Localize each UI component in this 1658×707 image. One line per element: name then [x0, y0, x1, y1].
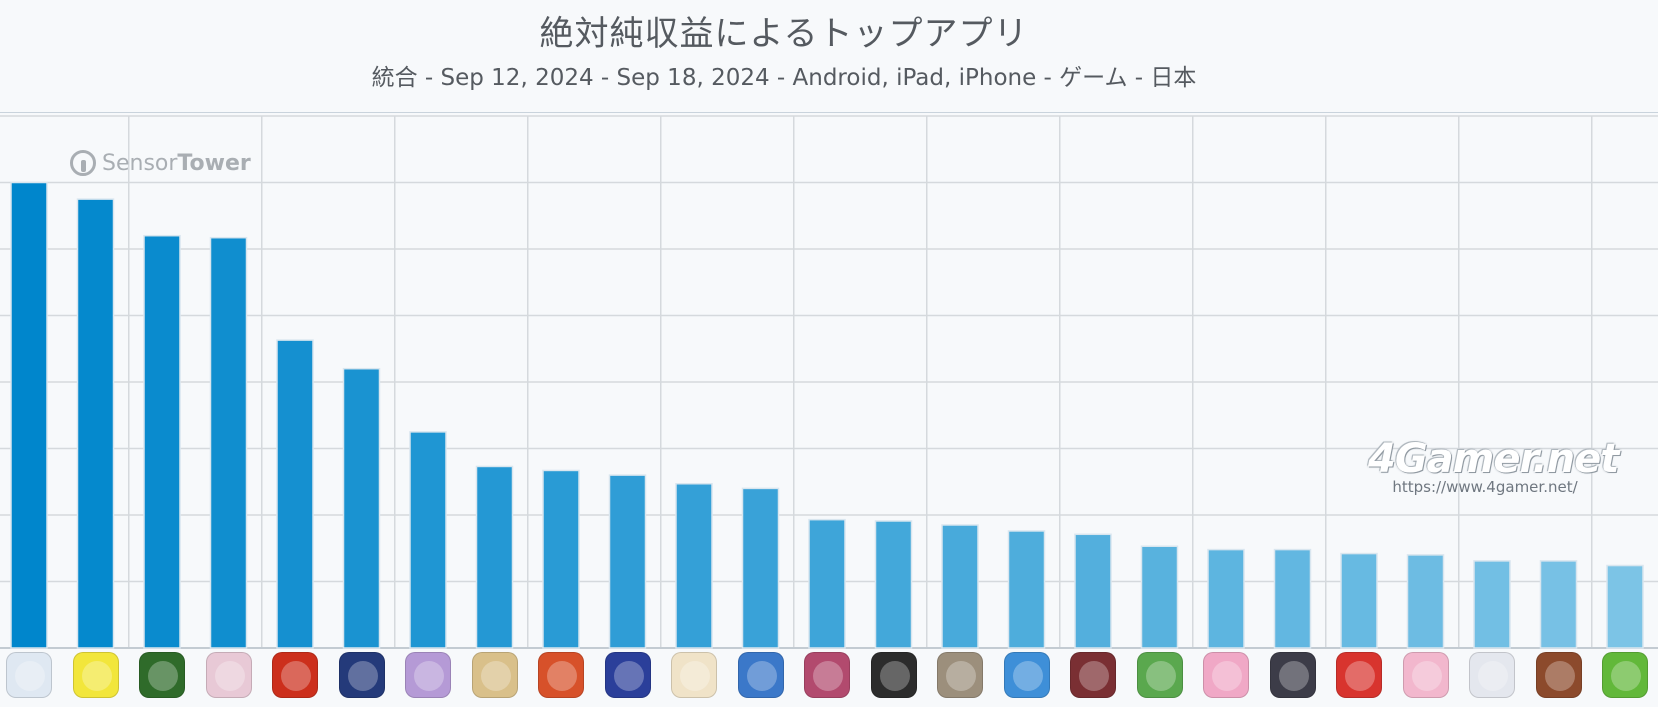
- bar-9[interactable]: [542, 469, 580, 649]
- bar-2[interactable]: [76, 198, 115, 649]
- header-divider: [0, 112, 1658, 113]
- bar-14[interactable]: [874, 520, 913, 649]
- bar-11[interactable]: [675, 482, 713, 649]
- 4gamer-url: https://www.4gamer.net/: [1392, 478, 1578, 496]
- app-icon-7[interactable]: [405, 652, 451, 698]
- bar-22[interactable]: [1406, 554, 1445, 649]
- chart-subtitle: 統合 - Sep 12, 2024 - Sep 18, 2024 - Andro…: [371, 65, 1197, 91]
- bar-12[interactable]: [741, 487, 780, 649]
- bar-1[interactable]: [10, 181, 48, 649]
- app-icon-11[interactable]: [671, 652, 717, 698]
- sensor-tower-bold: Tower: [177, 150, 251, 176]
- app-icon-3[interactable]: [139, 652, 185, 698]
- app-icon-25[interactable]: [1602, 652, 1648, 698]
- app-icon-23[interactable]: [1469, 652, 1515, 698]
- app-icon-9[interactable]: [538, 652, 584, 698]
- 4gamer-watermark: 4Gamer.net https://www.4gamer.net/: [1368, 436, 1619, 496]
- app-icon-4[interactable]: [205, 652, 252, 698]
- app-icon-20[interactable]: [1269, 652, 1316, 698]
- 4gamer-logo-text: 4Gamer.net: [1368, 436, 1619, 482]
- bar-23[interactable]: [1473, 560, 1511, 649]
- app-icon-13[interactable]: [804, 652, 850, 698]
- bar-19[interactable]: [1207, 548, 1245, 649]
- bar-18[interactable]: [1140, 545, 1179, 649]
- bar-24[interactable]: [1539, 560, 1578, 649]
- bar-3[interactable]: [143, 234, 181, 649]
- app-icon-14[interactable]: [870, 652, 917, 698]
- sensor-tower-watermark: SensorTower: [70, 146, 251, 180]
- bar-25[interactable]: [1606, 564, 1644, 649]
- bar-6[interactable]: [342, 367, 381, 649]
- app-icon-12[interactable]: [737, 652, 784, 698]
- app-icon-5[interactable]: [272, 652, 318, 698]
- sensor-tower-light: Sensor: [102, 150, 178, 176]
- bar-4[interactable]: [209, 236, 248, 649]
- bar-10[interactable]: [608, 474, 647, 649]
- app-icon-6[interactable]: [338, 652, 385, 698]
- app-icon-22[interactable]: [1402, 652, 1449, 698]
- bar-16[interactable]: [1007, 530, 1046, 649]
- app-icon-row: [0, 652, 1658, 707]
- bar-17[interactable]: [1074, 533, 1112, 649]
- app-icon-2[interactable]: [72, 652, 119, 698]
- sensor-tower-icon: [70, 150, 96, 176]
- app-icon-21[interactable]: [1336, 652, 1382, 698]
- bar-5[interactable]: [276, 339, 314, 649]
- app-icon-24[interactable]: [1535, 652, 1582, 698]
- bar-21[interactable]: [1340, 552, 1378, 649]
- bar-15[interactable]: [941, 524, 979, 649]
- app-icon-16[interactable]: [1003, 652, 1050, 698]
- bar-8[interactable]: [475, 465, 514, 649]
- app-icon-17[interactable]: [1070, 652, 1116, 698]
- app-icon-10[interactable]: [604, 652, 651, 698]
- app-icon-15[interactable]: [937, 652, 983, 698]
- bar-7[interactable]: [409, 431, 447, 649]
- chart-title: 絶対純収益によるトップアプリ: [539, 14, 1029, 54]
- app-icon-19[interactable]: [1203, 652, 1249, 698]
- app-icon-18[interactable]: [1136, 652, 1183, 698]
- app-icon-8[interactable]: [471, 652, 518, 698]
- app-icon-1[interactable]: [6, 652, 52, 698]
- bar-20[interactable]: [1273, 548, 1312, 649]
- bar-13[interactable]: [808, 518, 846, 649]
